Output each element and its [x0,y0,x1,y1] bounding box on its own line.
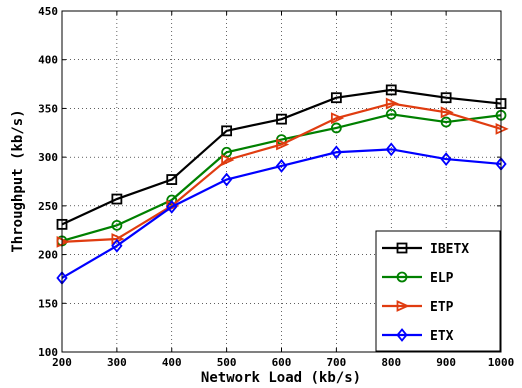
data-point-etp [385,97,399,110]
x-tick-label: 400 [162,356,182,369]
x-tick-label: 600 [272,356,292,369]
x-axis-label: Network Load (kb/s) [201,370,361,386]
legend-entry-ibetx: IBETX [382,242,469,257]
data-point-ibetx [276,113,287,125]
x-tick-label: 500 [217,356,237,369]
legend-marker [396,328,408,342]
data-point-etp [440,106,454,119]
legend-entry-elp: ELP [382,271,454,286]
series-line-elp [61,113,502,242]
data-point-ibetx [385,84,397,96]
data-point-etp [330,112,345,125]
series-line-etx [61,148,502,279]
data-point-elp [330,122,342,134]
legend-label: ETX [430,329,454,344]
data-point-etx [166,199,178,214]
data-point-elp [440,116,452,128]
data-point-ibetx [111,193,123,205]
data-point-ibetx [166,174,178,185]
y-tick-label: 250 [38,200,58,213]
x-tick-label: 900 [436,356,456,369]
legend-marker [396,242,408,254]
x-tick-label: 200 [52,356,72,369]
data-point-ibetx [440,92,452,104]
data-point-etx [275,158,288,173]
legend-label: ETP [430,300,454,315]
x-tick-label: 700 [326,356,346,369]
data-point-etx [111,238,123,253]
x-tick-label: 800 [381,356,401,369]
data-point-etp [221,154,235,166]
data-point-ibetx [221,125,233,137]
legend-marker [396,271,408,283]
legend-label: IBETX [430,242,469,257]
y-tick-label: 150 [38,297,58,310]
y-tick-label: 100 [38,346,58,359]
legend-entry-etp: ETP [382,300,454,315]
legend: IBETX ELP ETP ETX [375,230,501,352]
legend-marker [396,300,410,312]
series-line-etp [61,102,502,244]
series-line-ibetx [61,88,502,226]
data-point-elp [111,219,123,231]
x-tick-label: 1000 [488,356,515,369]
x-tick-labels: 200 300 400 500 600 700 800 900 1000 [52,356,514,369]
data-point-etx [220,172,233,187]
legend-entry-etx: ETX [382,328,454,344]
data-point-ibetx [330,92,342,104]
legend-label: ELP [430,271,454,286]
data-point-etx [330,145,343,160]
y-tick-label: 400 [38,54,58,67]
y-tick-label: 450 [38,5,58,18]
axis-ticks [61,10,502,353]
data-point-etp [276,138,290,151]
y-tick-label: 350 [38,102,58,115]
y-axis-label: Throughput (kb/s) [10,109,26,252]
x-tick-label: 300 [107,356,127,369]
y-tick-label: 200 [38,249,58,262]
data-point-etx [440,152,452,167]
series-elp [56,108,507,247]
data-point-etx [385,142,397,157]
data-point-elp [385,108,397,120]
y-tick-label: 300 [38,151,58,164]
series-etx [56,142,507,285]
y-tick-labels: 100 150 200 250 300 350 400 450 [38,5,58,359]
